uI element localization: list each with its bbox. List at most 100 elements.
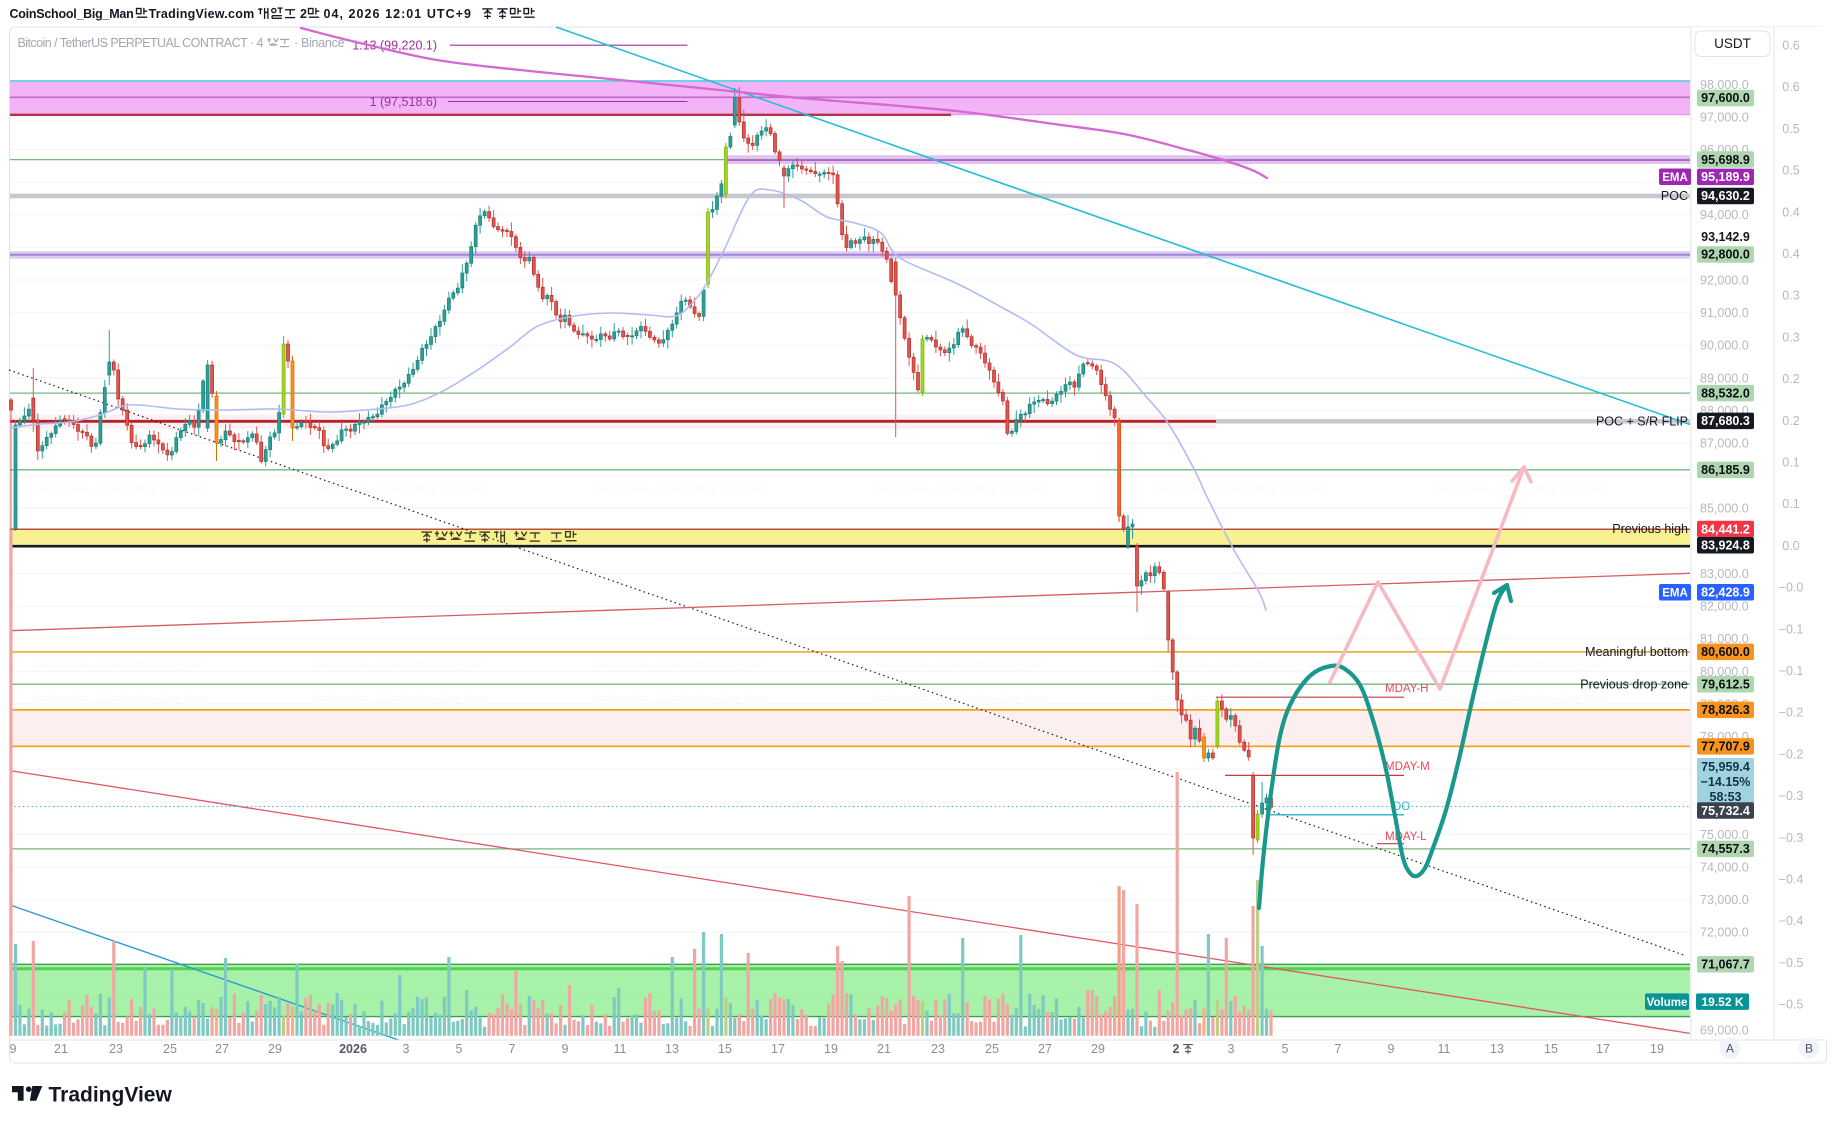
svg-text:MDAY-H: MDAY-H [1385, 683, 1428, 695]
svg-text:1 (97,518.6): 1 (97,518.6) [370, 95, 437, 109]
svg-text:TradingView · CoinSchool_Big: TradingView · CoinSchool_Big_Man [1150, 693, 1326, 705]
svg-text:9: 9 [10, 1042, 17, 1056]
svg-text:11: 11 [1438, 1042, 1451, 1056]
svg-text:Previous high: Previous high [1612, 522, 1688, 536]
svg-text:0.2: 0.2 [1782, 414, 1799, 428]
svg-text:A: A [1726, 1042, 1734, 1056]
svg-text:TradingView · CoinSchool_Big: TradingView · CoinSchool_Big_Man [870, 693, 1046, 705]
svg-text:93,142.9: 93,142.9 [1701, 230, 1750, 244]
svg-text:TradingView · CoinSchool_Big: TradingView · CoinSchool_Big_Man [590, 483, 766, 495]
svg-text:72,000.0: 72,000.0 [1700, 926, 1749, 940]
svg-text:−14.15%: −14.15% [1701, 775, 1751, 789]
svg-text:74,557.3: 74,557.3 [1701, 842, 1750, 856]
svg-text:86,185.9: 86,185.9 [1701, 463, 1750, 477]
svg-text:19.52 K: 19.52 K [1701, 995, 1743, 1009]
svg-text:0.4: 0.4 [1782, 247, 1799, 261]
svg-text:−0.2: −0.2 [1779, 706, 1804, 720]
svg-text:27: 27 [215, 1042, 229, 1056]
svg-text:2: 2 [1173, 1042, 1180, 1056]
svg-text:TradingView · CoinSchool_Big: TradingView · CoinSchool_Big_Man [870, 483, 1046, 495]
svg-text:MDAY-L: MDAY-L [1385, 831, 1427, 843]
svg-text:71,067.7: 71,067.7 [1701, 958, 1750, 972]
svg-text:79,612.5: 79,612.5 [1701, 678, 1750, 692]
svg-text:POC: POC [1661, 189, 1688, 203]
svg-text:CoinSchool_Big_Man: CoinSchool_Big_Man [10, 7, 134, 21]
svg-text:TradingView · CoinSchool_Big: TradingView · CoinSchool_Big_Man [30, 659, 206, 671]
svg-text:−0.2: −0.2 [1779, 747, 1804, 761]
svg-text:TradingView · CoinSchool_Big: TradingView · CoinSchool_Big_Man [1150, 659, 1326, 671]
svg-text:Meaningful bottom: Meaningful bottom [1585, 645, 1688, 659]
svg-text:−0.0: −0.0 [1779, 581, 1804, 595]
svg-text:82,428.9: 82,428.9 [1701, 586, 1750, 600]
svg-text:94,630.2: 94,630.2 [1701, 189, 1750, 203]
svg-text:· Binance: · Binance [294, 36, 344, 50]
svg-text:2026: 2026 [339, 1042, 367, 1056]
svg-text:78,826.3: 78,826.3 [1701, 703, 1750, 717]
svg-text:25: 25 [985, 1042, 999, 1056]
svg-text:MDAY-M: MDAY-M [1385, 761, 1430, 773]
svg-text:0.5: 0.5 [1782, 164, 1799, 178]
svg-text:USDT: USDT [1714, 36, 1751, 51]
svg-text:80,600.0: 80,600.0 [1701, 645, 1750, 659]
svg-text:TradingView · CoinSchool_Big: TradingView · CoinSchool_Big_Man [1430, 659, 1606, 671]
svg-text:1.13 (99,220.1): 1.13 (99,220.1) [352, 39, 437, 53]
svg-text:04, 2026 12:01 UTC+9: 04, 2026 12:01 UTC+9 [324, 7, 473, 21]
svg-text:0.3: 0.3 [1782, 330, 1799, 344]
svg-text:3: 3 [403, 1042, 410, 1056]
svg-text:Volume: Volume [1647, 997, 1688, 1009]
svg-text:98,000.0: 98,000.0 [1700, 78, 1749, 92]
svg-text:9: 9 [1388, 1042, 1395, 1056]
svg-text:95,189.9: 95,189.9 [1701, 170, 1750, 184]
svg-text:0.1: 0.1 [1782, 456, 1799, 470]
svg-text:TradingView · CoinSchool_Big: TradingView · CoinSchool_Big_Man [1430, 693, 1606, 705]
svg-text:91,000.0: 91,000.0 [1700, 306, 1749, 320]
svg-text:13: 13 [1490, 1042, 1504, 1056]
svg-text:0.3: 0.3 [1782, 289, 1799, 303]
svg-text:17: 17 [1596, 1042, 1610, 1056]
svg-text:84,441.2: 84,441.2 [1701, 522, 1750, 536]
svg-text:11: 11 [614, 1042, 627, 1056]
svg-text:17: 17 [771, 1042, 785, 1056]
svg-text:0.0: 0.0 [1782, 539, 1799, 553]
svg-text:77,707.9: 77,707.9 [1701, 740, 1750, 754]
svg-text:97,000.0: 97,000.0 [1700, 110, 1749, 124]
svg-text:TradingView · CoinSchool_Big: TradingView · CoinSchool_Big_Man [310, 483, 486, 495]
svg-text:7: 7 [509, 1042, 516, 1056]
svg-text:83,924.8: 83,924.8 [1701, 539, 1750, 553]
svg-text:−0.4: −0.4 [1779, 873, 1804, 887]
svg-text:88,532.0: 88,532.0 [1701, 386, 1750, 400]
svg-text:83,000.0: 83,000.0 [1700, 567, 1749, 581]
svg-text:21: 21 [877, 1042, 891, 1056]
svg-text:TradingView · CoinSchool_Big: TradingView · CoinSchool_Big_Man [590, 659, 766, 671]
svg-text:TradingView · CoinSchool_Big: TradingView · CoinSchool_Big_Man [310, 659, 486, 671]
svg-text:90,000.0: 90,000.0 [1700, 339, 1749, 353]
svg-text:29: 29 [268, 1042, 282, 1056]
svg-text:19: 19 [1650, 1042, 1664, 1056]
svg-text:75,732.4: 75,732.4 [1701, 804, 1750, 818]
svg-text:0.5: 0.5 [1782, 122, 1799, 136]
svg-text:TradingView · CoinSchool_Big: TradingView · CoinSchool_Big_Man [30, 693, 206, 705]
svg-text:92,000.0: 92,000.0 [1700, 274, 1749, 288]
svg-text:−0.3: −0.3 [1779, 831, 1804, 845]
svg-text:−0.1: −0.1 [1779, 664, 1804, 678]
svg-text:7: 7 [1335, 1042, 1342, 1056]
svg-text:13: 13 [665, 1042, 679, 1056]
svg-text:TradingView.com: TradingView.com [149, 7, 255, 21]
svg-text:9: 9 [562, 1042, 569, 1056]
svg-text:0.1: 0.1 [1782, 497, 1799, 511]
svg-text:0.6: 0.6 [1782, 80, 1799, 94]
svg-text:87,680.3: 87,680.3 [1701, 414, 1750, 428]
svg-text:85,000.0: 85,000.0 [1700, 502, 1749, 516]
svg-text:EMA: EMA [1662, 588, 1688, 600]
svg-text:−0.5: −0.5 [1779, 998, 1804, 1012]
svg-text:27: 27 [1038, 1042, 1052, 1056]
svg-text:TradingView · CoinSchool_Big: TradingView · CoinSchool_Big_Man [310, 693, 486, 705]
svg-text:97,600.0: 97,600.0 [1701, 91, 1750, 105]
svg-text:DO: DO [1393, 801, 1410, 813]
svg-text:94,000.0: 94,000.0 [1700, 208, 1749, 222]
svg-text:75,000.0: 75,000.0 [1700, 828, 1749, 842]
svg-text:89,000.0: 89,000.0 [1700, 371, 1749, 385]
svg-text:21: 21 [54, 1042, 68, 1056]
svg-text:25: 25 [163, 1042, 177, 1056]
svg-text:Bitcoin / TetherUS PERPETUAL C: Bitcoin / TetherUS PERPETUAL CONTRACT · … [18, 36, 264, 50]
